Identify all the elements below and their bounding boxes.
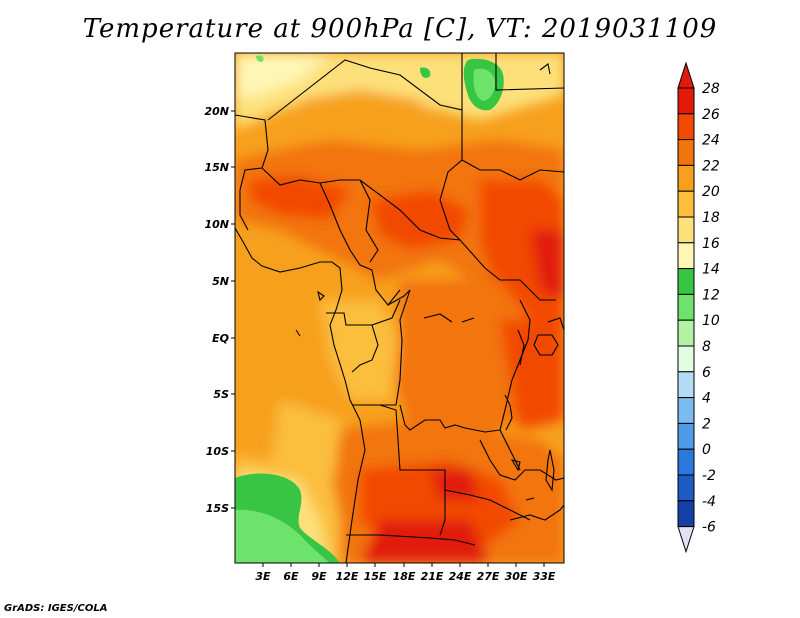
colorbar-label: 12 <box>702 287 720 303</box>
colorbar-label: 10 <box>702 313 720 329</box>
colorbar-cell <box>677 164 695 192</box>
colorbar-label: 26 <box>702 107 720 123</box>
colorbar-label: 28 <box>702 81 720 97</box>
lat-tick-label: 10N <box>204 218 229 231</box>
colorbar-label: -6 <box>702 520 716 536</box>
colorbar-cell <box>677 397 695 424</box>
colorbar-label: 24 <box>702 133 720 149</box>
lat-tick-label: 5N <box>212 275 229 288</box>
lon-tick-label: 21E <box>421 570 444 583</box>
colorbar-cell <box>677 371 695 399</box>
lon-tick-label: 15E <box>364 570 387 583</box>
lon-tick-label: 33E <box>533 570 556 583</box>
lon-tick-label: 30E <box>505 570 528 583</box>
colorbar-cell <box>677 293 695 321</box>
lon-tick-label: 24E <box>449 570 472 583</box>
colorbar-label: 18 <box>702 210 720 226</box>
colorbar-label: 22 <box>702 158 720 174</box>
colorbar-cell <box>677 268 695 295</box>
longitude-axis: 3E 6E 9E 12E 15E 18E 21E 24E 27E 30E 33E <box>255 563 556 583</box>
map-frame <box>234 52 565 564</box>
colorbar-cell <box>677 242 695 270</box>
colorbar-label: 6 <box>702 365 711 381</box>
coastlines-and-borders <box>235 53 564 563</box>
lat-tick-label: 15N <box>204 161 229 174</box>
colorbar-label: 4 <box>702 391 711 407</box>
lon-tick-label: 6E <box>283 570 299 583</box>
lon-tick-label: 3E <box>255 570 271 583</box>
colorbar-label: -4 <box>702 494 716 510</box>
colorbar-cell <box>677 319 695 347</box>
map-title: Temperature at 900hPa [C], VT: 201903110… <box>82 14 718 44</box>
lat-tick-label: 20N <box>204 105 229 118</box>
colorbar-cell <box>677 190 695 218</box>
lat-tick-label: 10S <box>206 445 229 458</box>
colorbar-cell <box>677 87 695 115</box>
colorbar-label: 2 <box>702 416 711 432</box>
colorbar-cell <box>677 216 695 244</box>
colorbar-cell <box>677 139 695 166</box>
colorbar-label: 20 <box>702 184 720 200</box>
lon-tick-label: 9E <box>311 570 327 583</box>
lat-tick-label: 5S <box>213 388 229 401</box>
colorbar-cell <box>677 422 695 450</box>
colorbar-label: 0 <box>702 442 711 458</box>
colorbar-label: 14 <box>702 262 720 278</box>
colorbar-cell <box>677 113 695 141</box>
colorbar-cell <box>677 500 695 528</box>
colorbar-label: -2 <box>702 468 716 484</box>
colorbar-cell <box>677 474 695 502</box>
colorbar-over-triangle <box>677 61 695 89</box>
latitude-axis: 20N 15N 10N 5N EQ 5S 10S 15S <box>204 105 235 515</box>
grads-footer: GrADS: IGES/COLA <box>4 603 108 614</box>
lat-tick-label: 15S <box>206 502 229 515</box>
colorbar-label: 8 <box>702 339 711 355</box>
colorbar-cell <box>677 448 695 476</box>
lon-tick-label: 12E <box>336 570 359 583</box>
lat-tick-label: EQ <box>212 332 229 345</box>
colorbar-under-triangle <box>677 526 695 554</box>
temperature-field <box>235 53 564 563</box>
colorbar-label: 16 <box>702 236 720 252</box>
lon-tick-label: 18E <box>393 570 416 583</box>
colorbar-cell <box>677 345 695 373</box>
lon-tick-label: 27E <box>477 570 500 583</box>
